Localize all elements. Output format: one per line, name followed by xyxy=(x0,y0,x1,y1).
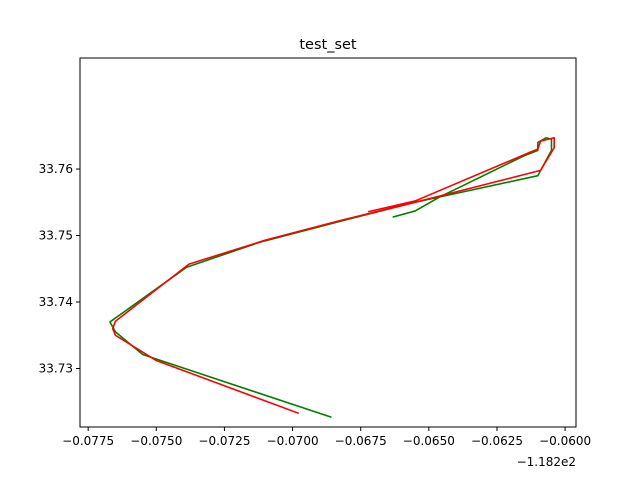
y-tick-label-1: 33.73 xyxy=(39,361,73,375)
axes-frame xyxy=(79,57,577,428)
x-tick-label-6: −0.0650 xyxy=(403,434,455,448)
x-axis: −0.0775 −0.0750 −0.0725 −0.0700 −0.0675 −0.06… xyxy=(62,427,591,448)
y-tick-label-4: 33.76 xyxy=(39,162,73,176)
x-tick-label-3: −0.0725 xyxy=(198,434,250,448)
y-tick-label-3: 33.75 xyxy=(39,229,73,243)
x-tick-label-1: −0.0775 xyxy=(62,434,114,448)
x-tick-label-5: −0.0675 xyxy=(335,434,387,448)
series-line-1 xyxy=(109,136,553,419)
x-tick-label-2: −0.0750 xyxy=(130,434,182,448)
chart-title: test_set xyxy=(299,37,357,53)
y-tick-label-2: 33.74 xyxy=(39,295,73,309)
y-axis: 33.73 33.74 33.75 33.76 xyxy=(39,162,80,375)
x-axis-offset-label: −1.182e2 xyxy=(517,455,576,469)
x-tick-label-4: −0.0700 xyxy=(267,434,319,448)
x-tick-label-7: −0.0625 xyxy=(471,434,523,448)
series-line-2 xyxy=(111,136,556,415)
x-tick-label-8: −0.0600 xyxy=(539,434,591,448)
series-layer xyxy=(109,136,556,419)
